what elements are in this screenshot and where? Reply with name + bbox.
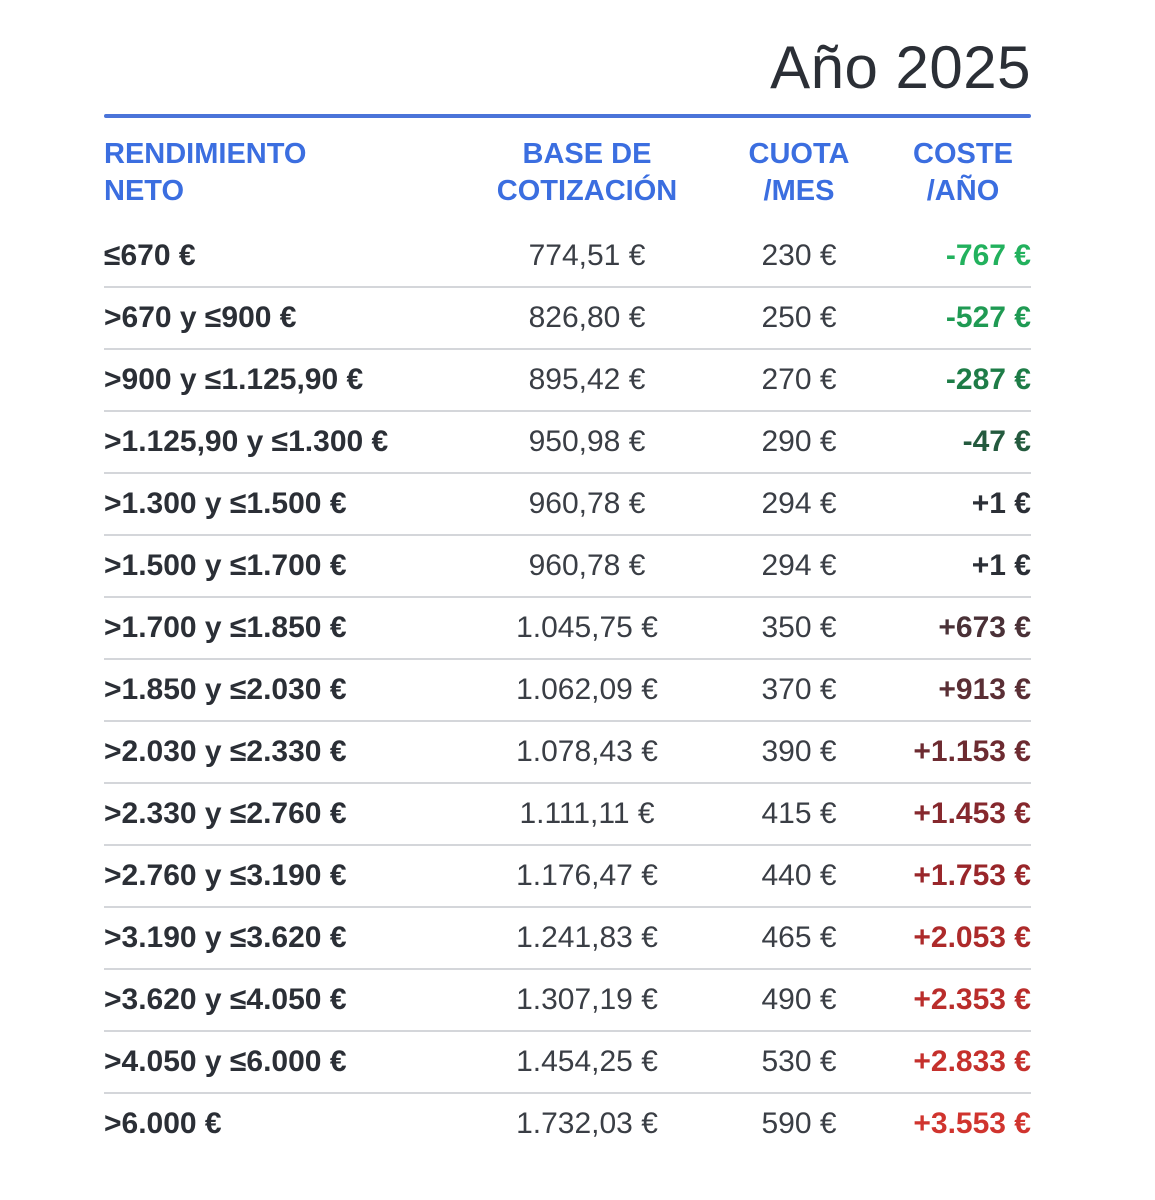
cell-rendimiento-neto: >1.125,90 y ≤1.300 € xyxy=(104,425,389,458)
cell-coste-ano: -767 € xyxy=(945,239,1031,272)
table-row: >1.300 y ≤1.500 € 960,78 € 294 € +1 € xyxy=(104,474,1031,536)
cell-rendimiento-neto: >2.030 y ≤2.330 € xyxy=(104,735,347,768)
table-row: >1.850 y ≤2.030 € 1.062,09 € 370 € +913 € xyxy=(104,660,1031,722)
cell-rendimiento-neto: >2.330 y ≤2.760 € xyxy=(104,797,347,830)
cell-base-cotizacion: 1.111,11 € xyxy=(519,797,655,830)
cell-cuota-mes: 290 € xyxy=(761,425,837,458)
cell-rendimiento-neto: >6.000 € xyxy=(104,1107,222,1140)
cell-coste-ano: +3.553 € xyxy=(913,1107,1031,1140)
cell-base-cotizacion: 1.454,25 € xyxy=(516,1045,658,1078)
cell-cuota-mes: 465 € xyxy=(761,921,837,954)
table-row: >1.500 y ≤1.700 € 960,78 € 294 € +1 € xyxy=(104,536,1031,598)
cell-coste-ano: +2.353 € xyxy=(913,983,1031,1016)
cell-rendimiento-neto: >1.300 y ≤1.500 € xyxy=(104,487,347,520)
cell-cuota-mes: 390 € xyxy=(761,735,837,768)
cell-base-cotizacion: 1.732,03 € xyxy=(516,1107,658,1140)
cell-rendimiento-neto: >3.190 y ≤3.620 € xyxy=(104,921,347,954)
table-row: >2.760 y ≤3.190 € 1.176,47 € 440 € +1.753 € xyxy=(104,846,1031,908)
cell-cuota-mes: 490 € xyxy=(761,983,837,1016)
cell-base-cotizacion: 1.241,83 € xyxy=(516,921,658,954)
cell-coste-ano: -47 € xyxy=(962,425,1031,458)
cell-base-cotizacion: 895,42 € xyxy=(528,363,646,396)
cell-base-cotizacion: 774,51 € xyxy=(528,239,646,272)
cell-rendimiento-neto: >1.850 y ≤2.030 € xyxy=(104,673,347,706)
header-base-cotizacion: BASE DE COTIZACIÓN xyxy=(496,138,678,207)
cell-coste-ano: +1.753 € xyxy=(913,859,1031,892)
cell-coste-ano: -287 € xyxy=(945,363,1031,396)
cell-coste-ano: +2.053 € xyxy=(913,921,1031,954)
cell-base-cotizacion: 1.307,19 € xyxy=(516,983,658,1016)
cell-base-cotizacion: 960,78 € xyxy=(528,487,646,520)
cell-coste-ano: +913 € xyxy=(938,673,1031,706)
cell-cuota-mes: 230 € xyxy=(761,239,837,272)
cell-rendimiento-neto: >4.050 y ≤6.000 € xyxy=(104,1045,347,1078)
table-body: ≤670 € 774,51 € 230 € -767 € >670 y ≤900 € 82… xyxy=(104,226,1031,1154)
cell-rendimiento-neto: >670 y ≤900 € xyxy=(104,301,297,334)
cell-base-cotizacion: 1.045,75 € xyxy=(516,611,658,644)
cell-base-cotizacion: 826,80 € xyxy=(528,301,646,334)
cell-cuota-mes: 590 € xyxy=(761,1107,837,1140)
cell-base-cotizacion: 960,78 € xyxy=(528,549,646,582)
table-row: >1.125,90 y ≤1.300 € 950,98 € 290 € -47 € xyxy=(104,412,1031,474)
title-divider xyxy=(104,114,1031,118)
cell-cuota-mes: 415 € xyxy=(761,797,837,830)
cell-coste-ano: +1 € xyxy=(971,549,1031,582)
table-row: >3.620 y ≤4.050 € 1.307,19 € 490 € +2.353 € xyxy=(104,970,1031,1032)
cell-coste-ano: +1 € xyxy=(971,487,1031,520)
cell-cuota-mes: 294 € xyxy=(761,487,837,520)
table-row: >4.050 y ≤6.000 € 1.454,25 € 530 € +2.833 € xyxy=(104,1032,1031,1094)
cell-cuota-mes: 370 € xyxy=(761,673,837,706)
cell-cuota-mes: 270 € xyxy=(761,363,837,396)
cell-rendimiento-neto: >1.700 y ≤1.850 € xyxy=(104,611,347,644)
table-row: >6.000 € 1.732,03 € 590 € +3.553 € xyxy=(104,1094,1031,1154)
table-row: >670 y ≤900 € 826,80 € 250 € -527 € xyxy=(104,288,1031,350)
cell-coste-ano: +673 € xyxy=(938,611,1031,644)
header-rendimiento-neto: RENDIMIENTO NETO xyxy=(104,138,307,207)
cell-cuota-mes: 440 € xyxy=(761,859,837,892)
header-cuota-mes: CUOTA /MES xyxy=(748,138,850,207)
table-row: >3.190 y ≤3.620 € 1.241,83 € 465 € +2.053 € xyxy=(104,908,1031,970)
cell-rendimiento-neto: >900 y ≤1.125,90 € xyxy=(104,363,364,396)
cell-base-cotizacion: 1.062,09 € xyxy=(516,673,658,706)
cell-rendimiento-neto: >3.620 y ≤4.050 € xyxy=(104,983,347,1016)
table-row: >2.030 y ≤2.330 € 1.078,43 € 390 € +1.153 € xyxy=(104,722,1031,784)
cell-cuota-mes: 250 € xyxy=(761,301,837,334)
cell-rendimiento-neto: >1.500 y ≤1.700 € xyxy=(104,549,347,582)
table-row: >2.330 y ≤2.760 € 1.111,11 € 415 € +1.453 € xyxy=(104,784,1031,846)
table-header: RENDIMIENTO NETO BASE DE COTIZACIÓN CUOT… xyxy=(104,118,1031,226)
page-title: Año 2025 xyxy=(770,34,1031,101)
table-row: >1.700 y ≤1.850 € 1.045,75 € 350 € +673 € xyxy=(104,598,1031,660)
table-row: ≤670 € 774,51 € 230 € -767 € xyxy=(104,226,1031,288)
cell-rendimiento-neto: ≤670 € xyxy=(104,239,196,272)
cell-coste-ano: +1.453 € xyxy=(913,797,1031,830)
cell-base-cotizacion: 950,98 € xyxy=(528,425,646,458)
cell-coste-ano: +2.833 € xyxy=(913,1045,1031,1078)
table-row: >900 y ≤1.125,90 € 895,42 € 270 € -287 € xyxy=(104,350,1031,412)
cell-rendimiento-neto: >2.760 y ≤3.190 € xyxy=(104,859,347,892)
cell-coste-ano: +1.153 € xyxy=(913,735,1031,768)
header-coste-ano: COSTE /AÑO xyxy=(913,138,1013,207)
cell-cuota-mes: 350 € xyxy=(761,611,837,644)
quota-table-card: Año 2025 RENDIMIENTO NETO BASE DE COTIZA… xyxy=(104,0,1031,1154)
cell-coste-ano: -527 € xyxy=(945,301,1031,334)
cell-base-cotizacion: 1.176,47 € xyxy=(516,859,658,892)
cell-base-cotizacion: 1.078,43 € xyxy=(516,735,658,768)
cell-cuota-mes: 530 € xyxy=(761,1045,837,1078)
cell-cuota-mes: 294 € xyxy=(761,549,837,582)
